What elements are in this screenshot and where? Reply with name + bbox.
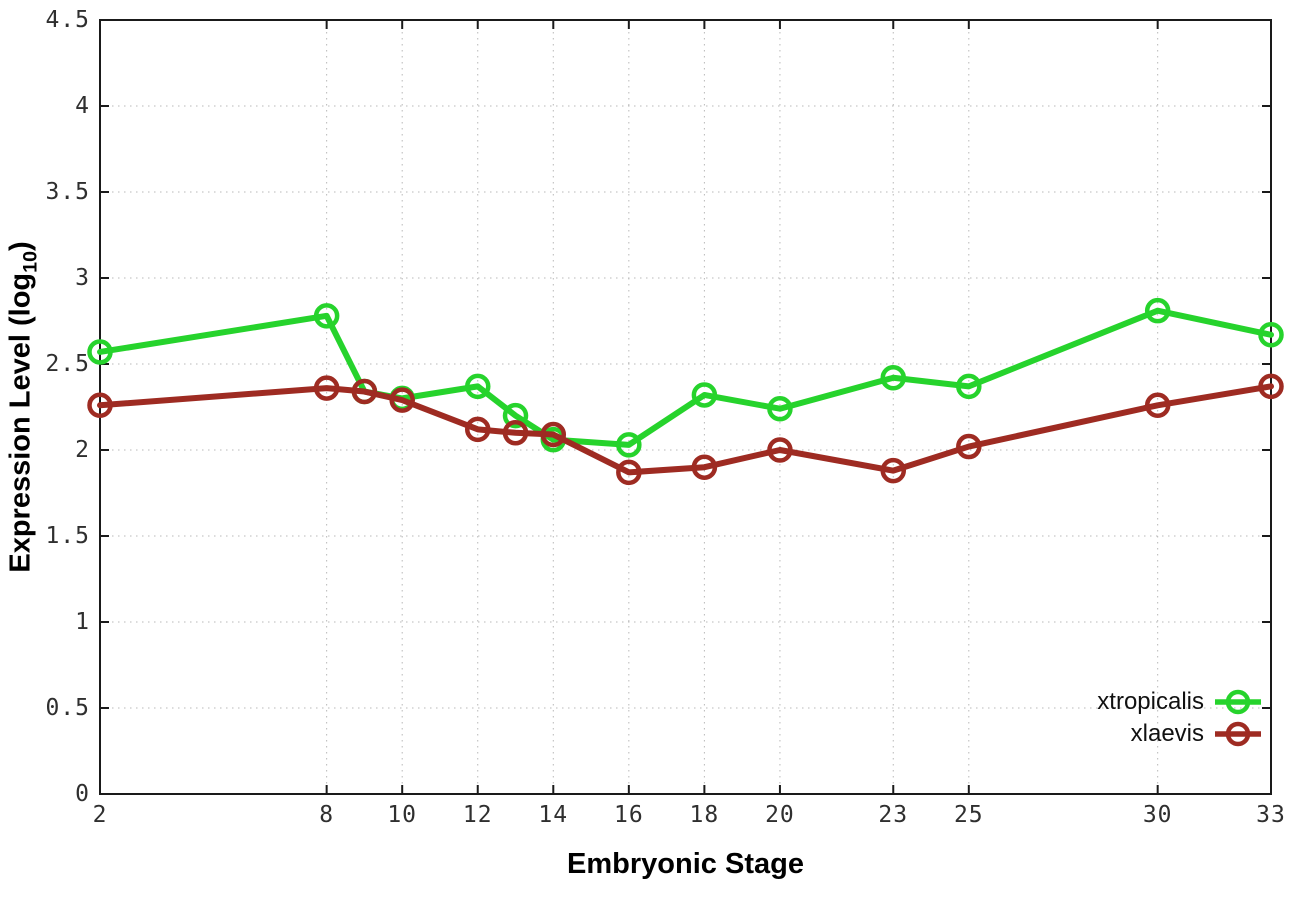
y-tick-label: 0 — [75, 781, 90, 807]
data-point-xlaevis-18 — [691, 454, 718, 480]
x-tick-label: 18 — [689, 802, 720, 828]
data-point-xtropicalis-23 — [880, 365, 907, 391]
axis-ticks — [99, 19, 1272, 795]
y-tick-label: 3.5 — [45, 179, 90, 205]
data-point-xlaevis-33 — [1258, 373, 1284, 400]
x-tick-label: 33 — [1256, 802, 1286, 828]
x-tick-label: 2 — [92, 802, 108, 828]
data-point-xtropicalis-12 — [464, 373, 491, 400]
data-point-xlaevis-10 — [389, 387, 415, 413]
legend: xtropicalis xlaevis — [1097, 686, 1262, 750]
data-point-xtropicalis-20 — [767, 395, 793, 422]
y-tick-label: 2 — [75, 437, 90, 463]
data-point-xtropicalis-18 — [691, 382, 718, 408]
y-tick-label: 4.5 — [45, 7, 90, 33]
data-point-xlaevis-2 — [87, 392, 113, 419]
y-tick-label: 1.5 — [45, 523, 90, 549]
data-point-xlaevis-25 — [956, 433, 982, 460]
y-tick-label: 3 — [75, 265, 90, 291]
data-point-xtropicalis-30 — [1144, 297, 1171, 324]
series-line-xtropicalis — [97, 307, 1274, 448]
data-point-xtropicalis-33 — [1258, 322, 1284, 348]
series-line-xlaevis — [97, 383, 1274, 476]
legend-marker-sample-xtropicalis — [1215, 689, 1261, 715]
data-point-xlaevis-13 — [502, 420, 529, 446]
series-markers-xlaevis — [87, 373, 1284, 486]
x-tick-label: 16 — [613, 802, 644, 828]
x-tick-label: 8 — [319, 802, 335, 828]
legend-marker-sample-xlaevis — [1215, 721, 1261, 747]
data-point-xtropicalis-25 — [956, 373, 982, 400]
legend-item-xlaevis: xlaevis — [1097, 718, 1262, 750]
x-tick-label: 20 — [765, 802, 795, 828]
data-point-xtropicalis-13 — [502, 402, 529, 429]
y-tick-label: 0.5 — [45, 695, 90, 721]
data-point-xtropicalis-16 — [616, 432, 642, 458]
x-tick-label: 25 — [953, 802, 984, 828]
y-tick-label: 4 — [75, 93, 90, 119]
y-axis-title: Expression Level (log10) — [2, 20, 46, 794]
x-tick-label: 12 — [462, 802, 493, 828]
data-point-xtropicalis-8 — [313, 303, 340, 329]
x-tick-label: 10 — [387, 802, 418, 828]
x-tick-label: 23 — [878, 802, 909, 828]
legend-label-xlaevis: xlaevis — [1130, 720, 1204, 747]
data-point-xlaevis-16 — [616, 459, 642, 486]
data-point-xtropicalis-2 — [87, 339, 113, 365]
x-tick-label: 14 — [538, 802, 569, 828]
data-point-xlaevis-23 — [880, 457, 907, 484]
x-axis-title: Embryonic Stage — [567, 848, 804, 880]
legend-label-xtropicalis: xtropicalis — [1097, 688, 1204, 715]
y-axis-title-suffix: ) — [5, 241, 38, 251]
data-point-xlaevis-12 — [464, 416, 491, 443]
data-point-xlaevis-14 — [540, 421, 567, 448]
data-point-xlaevis-20 — [767, 437, 793, 463]
data-point-xlaevis-8 — [313, 375, 340, 401]
y-tick-label: 2.5 — [45, 351, 90, 377]
x-tick-label: 30 — [1142, 802, 1173, 828]
data-point-xlaevis-30 — [1144, 392, 1171, 419]
legend-item-xtropicalis: xtropicalis — [1097, 686, 1262, 718]
y-tick-label: 1 — [75, 609, 90, 635]
data-point-xlaevis-9 — [351, 378, 378, 405]
